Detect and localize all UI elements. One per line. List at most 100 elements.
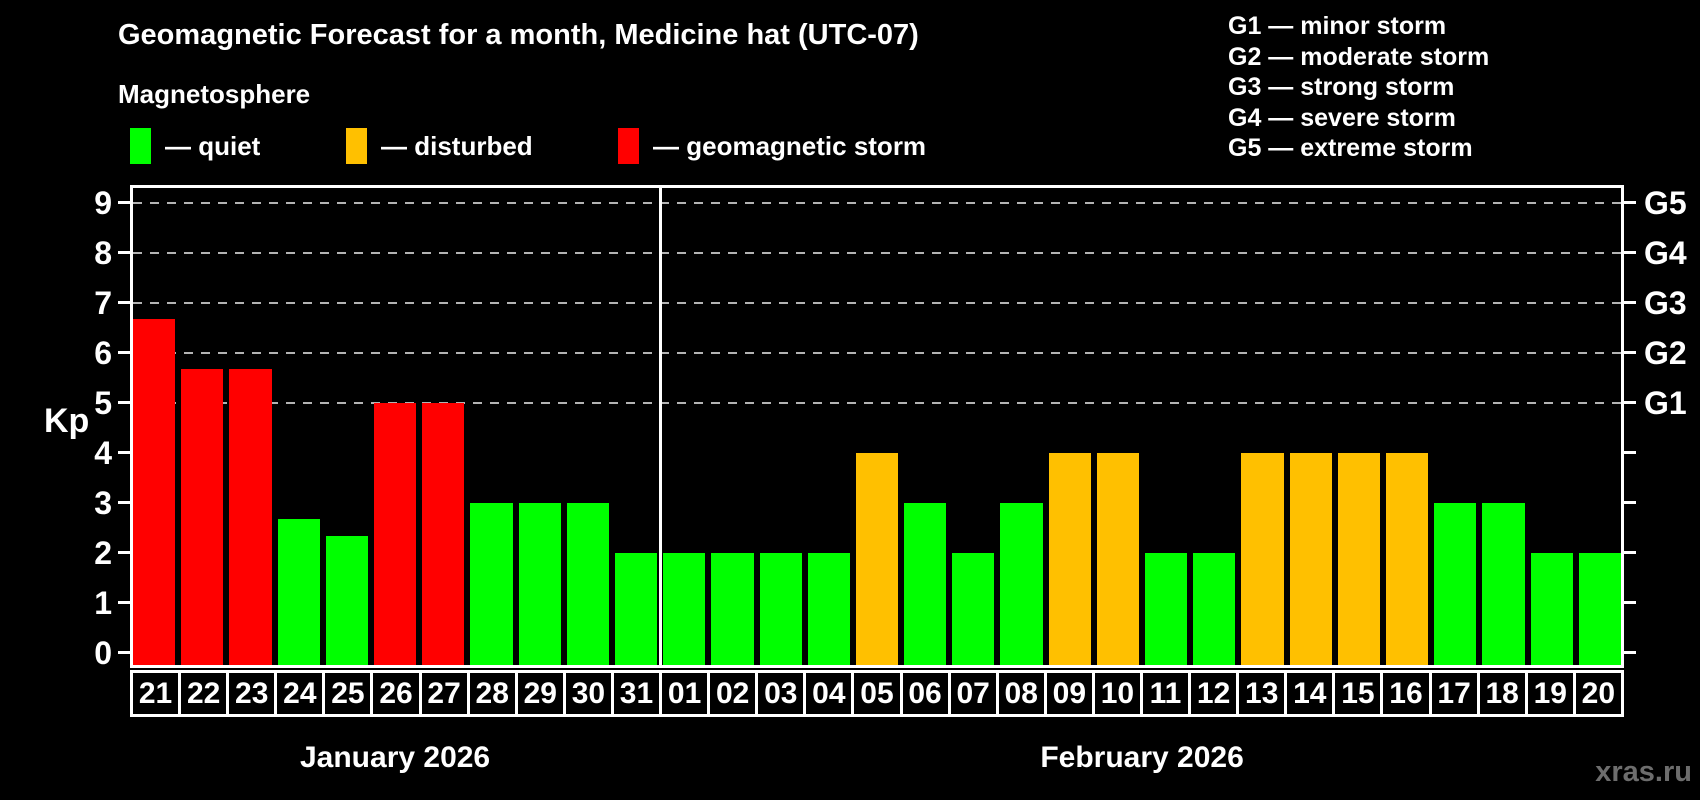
- g-scale-legend-line-2: G2 — moderate storm: [1228, 42, 1490, 71]
- day-label-21: 21: [130, 670, 182, 717]
- gridline-kp-6: [133, 351, 1621, 354]
- kp-bar-05: [855, 452, 899, 665]
- kp-bar-03: [759, 552, 802, 665]
- month-label-1: February 2026: [1040, 741, 1244, 774]
- y-tick-label-4: 4: [94, 434, 112, 471]
- kp-bar-10: [1096, 452, 1140, 665]
- kp-bar-30: [566, 502, 609, 665]
- kp-bar-23: [229, 369, 272, 665]
- y-tick-label-8: 8: [94, 234, 112, 271]
- y-axis-tick-left: [118, 351, 130, 354]
- y-axis-tick-right: [1624, 601, 1636, 604]
- legend-swatch-quiet: [130, 128, 151, 164]
- g-level-label-g1: G1: [1644, 384, 1687, 421]
- y-axis-tick-left: [118, 601, 130, 604]
- y-axis-tick-right: [1624, 401, 1636, 404]
- gridline-kp-8: [133, 251, 1621, 254]
- g-scale-legend-line-3: G3 — strong storm: [1228, 73, 1455, 102]
- g-scale-legend-line-4: G4 — severe storm: [1228, 103, 1456, 132]
- y-axis-tick-right: [1624, 451, 1636, 454]
- kp-bar-01: [663, 552, 706, 665]
- kp-bar-27: [422, 402, 465, 665]
- month-label-0: January 2026: [299, 741, 491, 774]
- kp-bar-16: [1386, 452, 1429, 665]
- y-axis-tick-right: [1624, 651, 1636, 654]
- kp-bar-11: [1145, 552, 1188, 665]
- day-label-08: 08: [998, 670, 1047, 717]
- y-axis-tick-left: [118, 651, 130, 654]
- kp-bar-02: [711, 552, 754, 665]
- day-label-02: 02: [710, 670, 759, 717]
- kp-bar-08: [1000, 502, 1043, 665]
- day-label-05: 05: [854, 670, 903, 717]
- day-label-01: 01: [662, 670, 711, 717]
- kp-bar-12: [1193, 552, 1236, 665]
- legend-label-disturbed: — disturbed: [381, 130, 533, 161]
- kp-bar-06: [904, 502, 947, 665]
- kp-bar-18: [1482, 502, 1525, 665]
- day-label-25: 25: [325, 670, 374, 717]
- y-axis-tick-right: [1624, 551, 1636, 554]
- day-label-30: 30: [565, 670, 614, 717]
- kp-bar-17: [1434, 502, 1477, 665]
- y-tick-label-0: 0: [94, 634, 112, 671]
- y-axis-tick-right: [1624, 301, 1636, 304]
- legend-item-disturbed: — disturbed: [346, 127, 533, 165]
- y-axis-tick-right: [1624, 251, 1636, 254]
- y-tick-label-2: 2: [94, 534, 112, 571]
- y-tick-label-9: 9: [94, 184, 112, 221]
- kp-bar-25: [325, 536, 368, 665]
- kp-bar-09: [1048, 452, 1091, 665]
- day-label-16: 16: [1383, 670, 1432, 717]
- kp-bar-28: [470, 502, 513, 665]
- legend-item-quiet: — quiet: [130, 127, 260, 165]
- day-label-19: 19: [1527, 670, 1576, 717]
- y-axis-tick-right: [1624, 351, 1636, 354]
- y-axis-tick-left: [118, 451, 130, 454]
- y-tick-label-3: 3: [94, 484, 112, 521]
- legend-item-storm: — geomagnetic storm: [618, 127, 926, 165]
- y-tick-label-1: 1: [94, 584, 112, 621]
- day-label-14: 14: [1287, 670, 1336, 717]
- y-axis-tick-right: [1624, 201, 1636, 204]
- gridline-kp-5: [133, 401, 1621, 404]
- kp-bar-29: [518, 502, 561, 665]
- day-label-13: 13: [1239, 670, 1288, 717]
- day-label-10: 10: [1094, 670, 1143, 717]
- g-scale-legend-line-5: G5 — extreme storm: [1228, 134, 1473, 163]
- kp-bar-24: [277, 519, 320, 665]
- g-level-label-g5: G5: [1644, 184, 1687, 221]
- y-tick-label-5: 5: [94, 384, 112, 421]
- day-label-12: 12: [1191, 670, 1240, 717]
- day-label-24: 24: [277, 670, 326, 717]
- kp-bar-14: [1289, 452, 1332, 665]
- g-scale-legend: G1 — minor storm G2 — moderate storm G3 — …: [1228, 11, 1489, 164]
- day-label-27: 27: [421, 670, 470, 717]
- day-label-17: 17: [1431, 670, 1480, 717]
- day-label-07: 07: [950, 670, 999, 717]
- y-tick-label-7: 7: [94, 284, 112, 321]
- kp-bar-22: [181, 369, 224, 665]
- chart-subtitle: Magnetosphere: [118, 79, 311, 109]
- legend-label-storm: — geomagnetic storm: [653, 130, 927, 161]
- kp-bar-04: [807, 552, 850, 665]
- g-level-label-g4: G4: [1644, 234, 1687, 271]
- day-label-29: 29: [517, 670, 566, 717]
- day-label-11: 11: [1142, 670, 1192, 717]
- y-axis-tick-left: [118, 301, 130, 304]
- day-label-03: 03: [758, 670, 807, 717]
- y-axis-tick-left: [118, 551, 130, 554]
- kp-bar-31: [614, 552, 658, 665]
- kp-bar-15: [1337, 452, 1381, 665]
- x-axis-day-labels: 21 22 23 24 25 26 27 28 29 30 31 01 02 03 04 05 06 07 08 09…: [130, 670, 1624, 717]
- day-label-31: 31: [613, 670, 663, 717]
- day-label-20: 20: [1575, 670, 1624, 717]
- y-axis-tick-left: [118, 501, 130, 504]
- y-axis-title: Kp: [44, 402, 90, 440]
- y-axis-tick-right: [1624, 501, 1636, 504]
- day-label-28: 28: [469, 670, 518, 717]
- gridline-kp-9: [133, 201, 1621, 204]
- kp-bar-21: [133, 319, 176, 665]
- kp-bar-13: [1241, 452, 1284, 665]
- legend-swatch-disturbed: [346, 128, 367, 164]
